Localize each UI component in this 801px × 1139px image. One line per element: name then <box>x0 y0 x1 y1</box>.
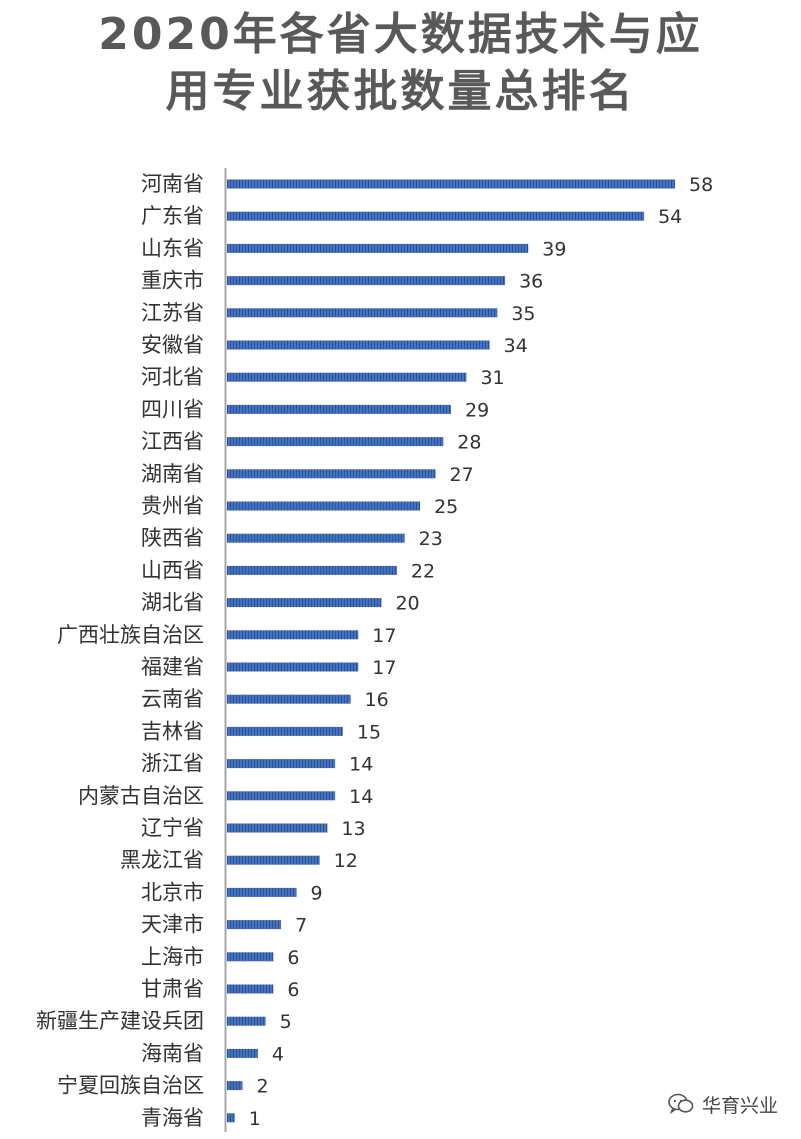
bar-8 <box>227 404 451 414</box>
category-label: 天津市 <box>141 913 204 937</box>
bar-7 <box>227 372 467 382</box>
chart-title: 2020年各省大数据技术与应 用专业获批数量总排名 <box>0 6 801 120</box>
value-label: 25 <box>434 496 458 518</box>
category-label: 北京市 <box>141 880 204 904</box>
watermark-text: 华育兴业 <box>702 1094 779 1117</box>
value-label: 12 <box>334 850 358 872</box>
bar-25 <box>227 952 274 962</box>
category-label: 青海省 <box>141 1106 204 1130</box>
value-label: 35 <box>511 303 535 325</box>
wechat-icon <box>668 1093 694 1115</box>
bar-27 <box>227 1016 266 1026</box>
bar-16 <box>227 662 359 672</box>
bar-19 <box>227 759 336 769</box>
value-label: 2 <box>256 1076 268 1098</box>
category-label: 海南省 <box>141 1041 204 1065</box>
bar-1 <box>227 179 675 189</box>
bar-14 <box>227 598 382 608</box>
value-label: 22 <box>411 560 435 582</box>
value-label: 9 <box>311 882 323 904</box>
bar-15 <box>227 630 359 640</box>
bar-13 <box>227 565 397 575</box>
value-label: 54 <box>658 206 682 228</box>
value-label: 6 <box>287 979 299 1001</box>
bar-9 <box>227 437 444 447</box>
category-label: 新疆生产建设兵团 <box>36 1009 204 1033</box>
category-label: 宁夏回族自治区 <box>57 1074 204 1098</box>
category-label: 重庆市 <box>141 269 204 293</box>
value-label: 7 <box>295 915 307 937</box>
bar-6 <box>227 340 490 350</box>
value-label: 20 <box>395 593 419 615</box>
category-label: 内蒙古自治区 <box>78 784 204 808</box>
category-label: 吉林省 <box>141 719 204 743</box>
bar-3 <box>227 243 529 253</box>
category-label: 广东省 <box>141 204 204 228</box>
chart-title-line1: 2020年各省大数据技术与应 <box>98 9 703 60</box>
bar-10 <box>227 469 436 479</box>
value-label: 23 <box>419 528 443 550</box>
bar-26 <box>227 984 274 994</box>
chart-title-line2: 用专业获批数量总排名 <box>165 66 636 117</box>
category-label: 湖南省 <box>141 462 204 486</box>
category-label: 陕西省 <box>141 526 204 550</box>
value-label: 16 <box>365 689 389 711</box>
bar-30 <box>227 1113 235 1123</box>
value-label: 5 <box>280 1011 292 1033</box>
category-label: 河北省 <box>141 365 204 389</box>
value-label: 17 <box>372 625 396 647</box>
bar-24 <box>227 920 282 930</box>
bar-18 <box>227 726 343 736</box>
category-label: 山东省 <box>141 236 204 260</box>
value-label: 39 <box>542 238 566 260</box>
category-label: 辽宁省 <box>141 816 204 840</box>
category-label: 江苏省 <box>141 301 204 325</box>
category-label: 上海市 <box>141 945 204 969</box>
value-label: 1 <box>249 1108 261 1130</box>
category-label: 广西壮族自治区 <box>57 623 204 647</box>
value-label: 36 <box>519 271 543 293</box>
category-label: 江西省 <box>141 430 204 454</box>
value-label: 4 <box>272 1043 284 1065</box>
category-label: 云南省 <box>141 687 204 711</box>
value-label: 14 <box>349 786 373 808</box>
category-label: 河南省 <box>141 172 204 196</box>
value-label: 31 <box>480 367 504 389</box>
value-label: 17 <box>372 657 396 679</box>
category-label: 湖北省 <box>141 591 204 615</box>
watermark: 华育兴业 <box>668 1090 778 1118</box>
value-label: 58 <box>689 174 713 196</box>
value-label: 27 <box>450 464 474 486</box>
category-label: 安徽省 <box>141 333 204 357</box>
value-label: 13 <box>341 818 365 840</box>
bar-28 <box>227 1048 258 1058</box>
bar-20 <box>227 791 336 801</box>
category-label: 黑龙江省 <box>120 848 204 872</box>
bar-21 <box>227 823 328 833</box>
bar-22 <box>227 855 320 865</box>
value-label: 6 <box>287 947 299 969</box>
bar-2 <box>227 211 645 221</box>
category-label: 山西省 <box>141 558 204 582</box>
category-label: 四川省 <box>141 397 204 421</box>
value-label: 14 <box>349 754 373 776</box>
bar-17 <box>227 694 351 704</box>
category-label: 甘肃省 <box>141 977 204 1001</box>
bar-12 <box>227 533 405 543</box>
value-label: 29 <box>465 399 489 421</box>
value-label: 28 <box>457 432 481 454</box>
category-label: 贵州省 <box>141 494 204 518</box>
category-label: 福建省 <box>141 655 204 679</box>
value-label: 34 <box>504 335 528 357</box>
bar-23 <box>227 887 297 897</box>
bar-11 <box>227 501 421 511</box>
bar-29 <box>227 1081 243 1091</box>
bar-5 <box>227 308 498 318</box>
value-label: 15 <box>357 721 381 743</box>
bar-4 <box>227 276 506 286</box>
category-label: 浙江省 <box>141 752 204 776</box>
